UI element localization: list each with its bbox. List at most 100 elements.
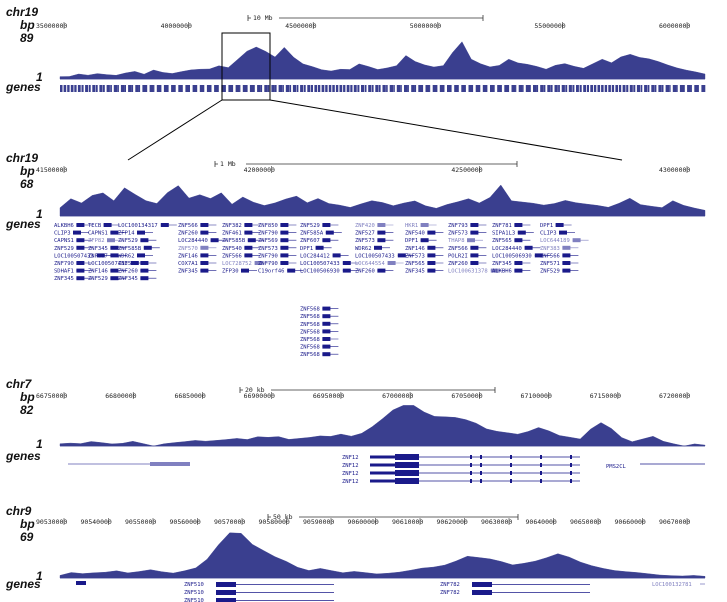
gene-block xyxy=(611,85,615,92)
gene-block xyxy=(153,85,155,92)
max-value-label: 89 xyxy=(20,31,34,45)
tick-label: 90540000 xyxy=(81,518,112,526)
gene-block xyxy=(454,85,459,92)
gene-block xyxy=(640,85,643,92)
tick-label: 90580000 xyxy=(259,518,290,526)
gene-label: ZNF529 xyxy=(540,269,560,275)
tick-label: 43000000 xyxy=(659,166,690,174)
gene-label: ZNF607 xyxy=(300,238,320,244)
gene-model xyxy=(395,462,419,468)
gene-model xyxy=(76,581,86,585)
gene-block xyxy=(593,85,597,92)
gene-block xyxy=(210,85,212,92)
gene-block xyxy=(307,85,311,92)
gene-label: ZNF345 xyxy=(118,276,138,282)
gene-block xyxy=(525,85,530,92)
min-value-label: 1 xyxy=(36,207,43,221)
gene-block xyxy=(418,85,423,92)
tick-label: 90560000 xyxy=(170,518,201,526)
gene-block xyxy=(662,85,664,92)
tick-label: 45000000 xyxy=(285,22,316,30)
scale-label-bg xyxy=(271,512,299,520)
gene-block xyxy=(572,85,575,92)
gene-model xyxy=(395,470,419,476)
gene-model xyxy=(472,590,492,595)
gene-block xyxy=(486,85,488,92)
tick-label: 66950000 xyxy=(313,392,344,400)
gene-block xyxy=(533,85,537,92)
gene-label: ZNF568 xyxy=(300,314,320,320)
gene-block xyxy=(131,85,134,92)
gene-block xyxy=(88,85,91,92)
tick-label: 90630000 xyxy=(481,518,512,526)
gene-label: LOC100507433 xyxy=(355,253,395,259)
gene-block xyxy=(529,85,531,92)
scale-label: 20 kb xyxy=(245,386,265,394)
gene-block xyxy=(500,85,502,92)
gene-label: ZNF382 xyxy=(222,223,242,229)
gene-block xyxy=(328,85,332,92)
gene-block xyxy=(429,85,431,92)
gene-block xyxy=(475,85,480,92)
gene-label: ZNF570 xyxy=(178,246,198,252)
gene-block xyxy=(310,85,313,92)
gene-block xyxy=(651,85,655,92)
gene-label: LOC284440 xyxy=(178,238,208,244)
gene-block xyxy=(457,85,459,92)
gene-block xyxy=(482,85,487,92)
gene-block xyxy=(522,85,524,92)
gene-block xyxy=(242,85,247,92)
gene-label: ZNF790 xyxy=(54,261,74,267)
gene-block xyxy=(289,85,292,92)
gene-label: LOC728752 xyxy=(222,261,252,267)
gene-label: ZNF568 xyxy=(300,337,320,343)
gene-model xyxy=(472,582,492,587)
gene-model xyxy=(216,598,236,602)
gene-label: CLIP3 xyxy=(54,231,71,237)
gene-label: ZNF571 xyxy=(540,261,560,267)
gene-block xyxy=(665,85,670,92)
tick-label: 50000000 xyxy=(410,22,441,30)
gene-block xyxy=(110,85,112,92)
gene-block xyxy=(138,85,141,92)
gene-label: ZNF781 xyxy=(492,223,512,229)
gene-label: ZNF568 xyxy=(300,345,320,351)
gene-block xyxy=(192,85,197,92)
gene-label: ZNF529 xyxy=(54,246,74,252)
max-value-label: 69 xyxy=(20,530,34,544)
gene-label: LOC644554 xyxy=(355,261,385,267)
gene-block xyxy=(103,85,105,92)
gene-block xyxy=(167,85,169,92)
gene-exon xyxy=(510,463,512,467)
gene-block xyxy=(275,85,277,92)
signal-track xyxy=(59,41,706,80)
gene-label: ZFP30 xyxy=(222,269,239,275)
gene-label: ZNF782 xyxy=(440,582,460,588)
genes-label: genes xyxy=(5,577,41,591)
gene-label: THAP8 xyxy=(448,238,465,244)
gene-label: ZNF566 xyxy=(222,253,242,259)
gene-block xyxy=(60,85,63,92)
gene-block xyxy=(622,85,626,92)
gene-label: ZNF790 xyxy=(258,231,278,237)
gene-block xyxy=(411,85,415,92)
tick-label: 90620000 xyxy=(437,518,468,526)
gene-block xyxy=(633,85,636,92)
gene-block xyxy=(590,85,593,92)
gene-block xyxy=(493,85,495,92)
gene-label: ZNF529 xyxy=(88,276,108,282)
gene-block xyxy=(135,85,139,92)
gene-block xyxy=(414,85,417,92)
gene-label: LOC284412 xyxy=(300,253,330,259)
scale-label-bg xyxy=(243,385,271,393)
tick-label: 90670000 xyxy=(659,518,690,526)
gene-block xyxy=(626,85,629,92)
gene-label: ZFP82 xyxy=(88,238,105,244)
gene-label: ZNF790 xyxy=(258,253,278,259)
tick-label: 90530000 xyxy=(36,518,67,526)
gene-label: ZNF529 xyxy=(118,238,138,244)
gene-model xyxy=(370,471,396,475)
gene-label: ZNF510 xyxy=(184,590,204,596)
gene-block xyxy=(346,85,350,92)
gene-label: ZNF12 xyxy=(342,471,359,477)
